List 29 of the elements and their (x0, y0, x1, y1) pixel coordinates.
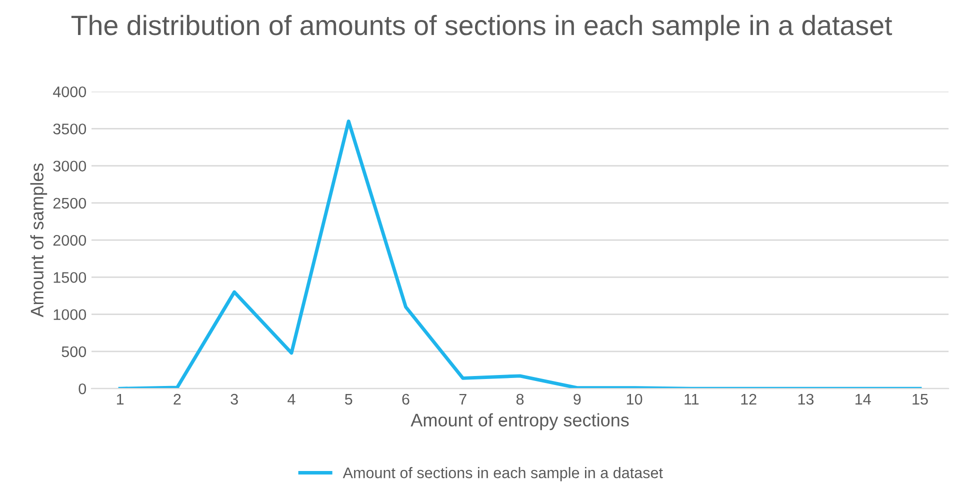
x-tick-label: 14 (856, 394, 871, 405)
x-tick-label: 2 (174, 394, 181, 405)
x-tick-label: 1 (116, 394, 124, 405)
y-axis-title: Amount of samples (30, 163, 48, 318)
y-tick-label: 3500 (53, 124, 86, 134)
y-tick-label: 1500 (54, 272, 86, 283)
x-tick-label: 3 (230, 394, 238, 405)
x-axis-title: Amount of entropy sections (410, 413, 629, 430)
x-tick-label: 5 (344, 394, 352, 405)
x-tick-label: 6 (402, 394, 410, 405)
x-tick-label: 13 (798, 394, 814, 405)
x-tick-label: 4 (288, 394, 296, 405)
x-tick-label: 12 (741, 394, 756, 405)
y-tick-label: 2500 (53, 198, 86, 209)
x-tick-label: 7 (459, 394, 466, 405)
y-tick-label: 3000 (53, 160, 86, 172)
chart-title: The distribution of amounts of sections in each sample in a dataset (71, 14, 892, 41)
x-tick-label: 10 (626, 394, 642, 405)
y-tick-label: 500 (62, 346, 86, 358)
x-tick-label: 15 (912, 394, 928, 405)
y-tick-label: 2000 (53, 234, 86, 246)
legend-label: Amount of sections in each sample in a dataset (342, 467, 663, 482)
x-tick-label: 9 (574, 394, 581, 405)
y-tick-label: 1000 (54, 309, 86, 320)
line-series (118, 120, 922, 389)
y-tick-label: 0 (78, 383, 86, 394)
x-tick-label: 8 (516, 394, 524, 405)
y-tick-label: 4000 (52, 86, 86, 98)
x-tick-label: 11 (684, 394, 699, 405)
